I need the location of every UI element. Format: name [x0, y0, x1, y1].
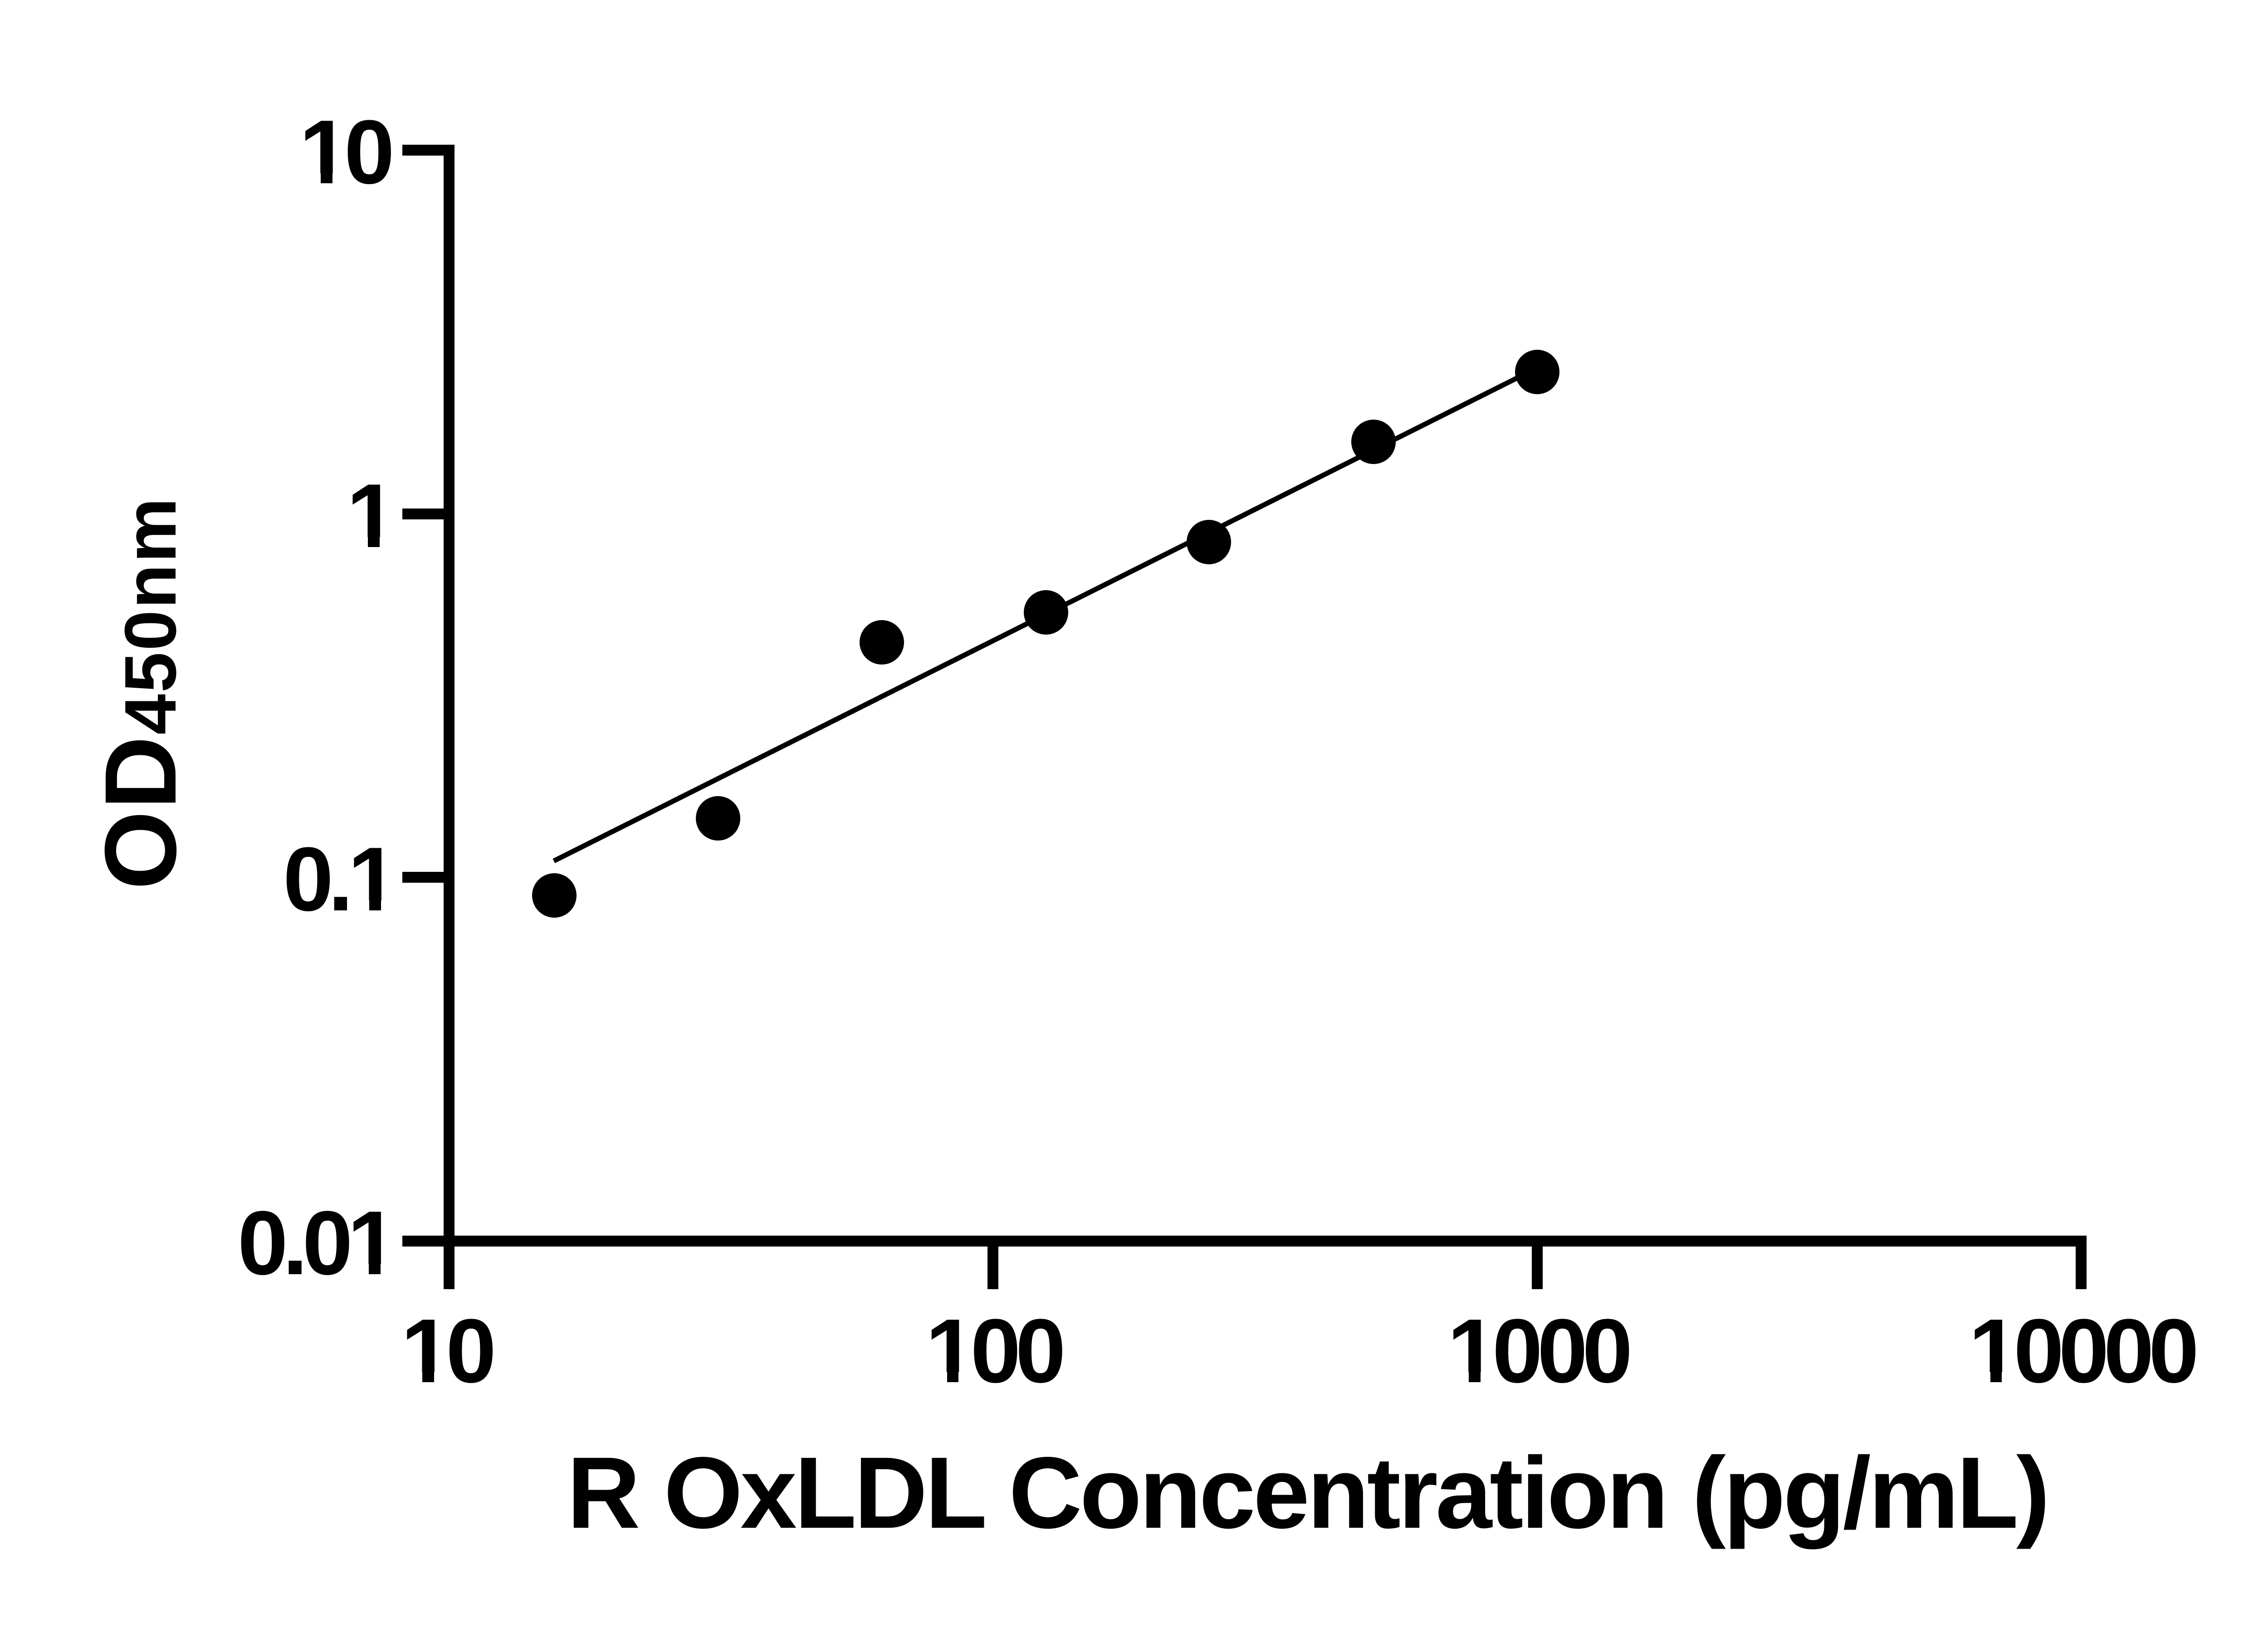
- svg-text:100: 100: [925, 1301, 1062, 1402]
- svg-text:1000: 1000: [1447, 1301, 1630, 1402]
- svg-text:10000: 10000: [1969, 1301, 2196, 1402]
- svg-text:R OxLDL Concentration (pg/mL): R OxLDL Concentration (pg/mL): [567, 1436, 2048, 1550]
- svg-text:10: 10: [401, 1301, 493, 1402]
- svg-text:0.01: 0.01: [238, 1193, 396, 1294]
- svg-text:1: 1: [347, 465, 395, 567]
- svg-text:10: 10: [299, 102, 391, 203]
- svg-text:0.1: 0.1: [283, 829, 396, 930]
